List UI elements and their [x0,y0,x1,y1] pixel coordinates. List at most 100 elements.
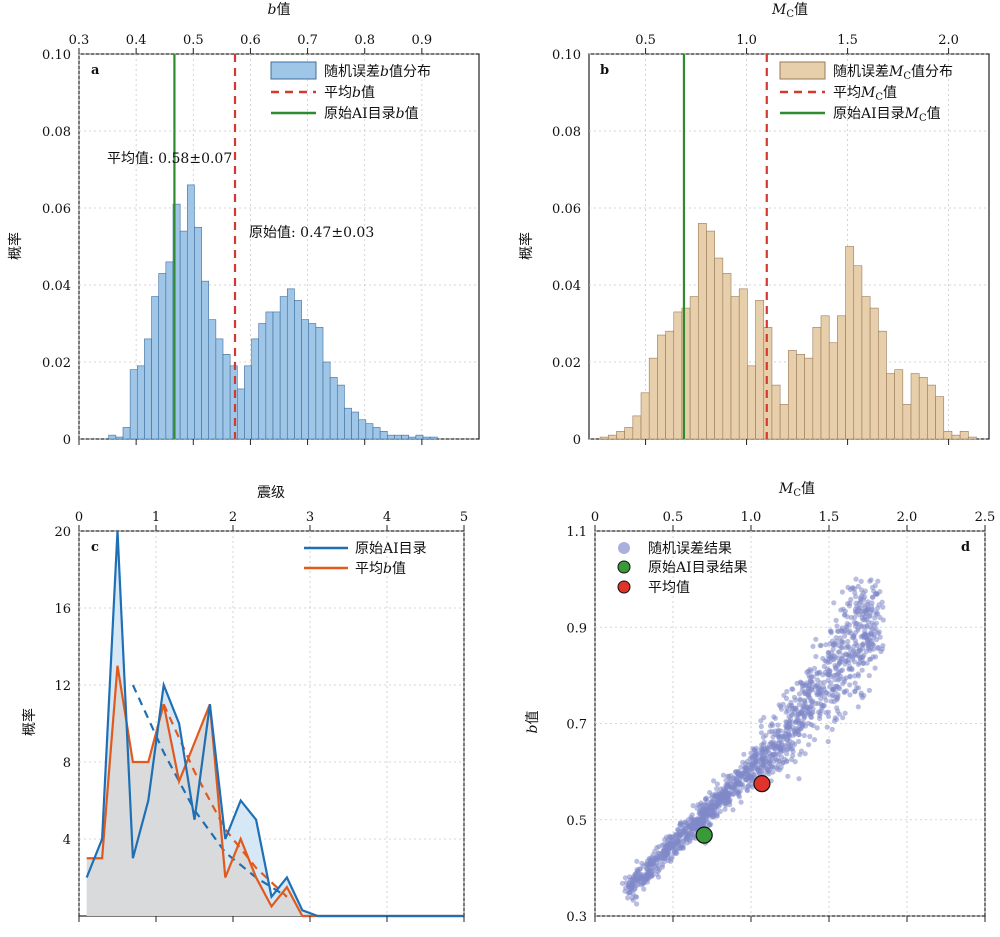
scatter-point [813,636,819,642]
scatter-point [879,646,885,652]
scatter-point [802,751,808,757]
scatter-point [783,719,789,725]
hist-bar [215,338,224,440]
scatter-point [848,652,854,658]
scatter-point [860,654,866,660]
hist-bar [258,323,267,440]
hist-bar [722,273,732,440]
scatter-point [681,838,687,844]
scatter-point [877,634,883,640]
scatter-point [783,732,789,738]
x-tick-label: 0.3 [69,33,90,48]
scatter-point [821,703,827,709]
scatter-point [689,812,695,818]
scatter-point [633,874,639,880]
scatter-point [855,661,862,668]
scatter-point [833,672,840,678]
y-tick-label: 0.04 [42,279,71,294]
scatter-point [852,606,859,612]
hist-bar [616,430,625,440]
x-tick-label: 0.6 [240,33,261,48]
hist-bar [244,365,252,440]
scatter-point [776,738,783,744]
hist-bar [301,319,310,440]
scatter-point [758,718,764,724]
hist-bar [208,319,217,440]
scatter-point [834,623,840,629]
scatter-point [810,643,816,650]
scatter-point [811,737,818,743]
scatter-point [846,666,852,672]
scatter-point [766,771,772,777]
scatter-point [743,777,749,783]
scatter-point [804,669,810,675]
scatter-point [707,789,713,796]
scatter-point [840,639,846,646]
hist-bar [151,296,160,440]
scatter-point [868,630,874,637]
x-tick-label: 0 [591,510,599,525]
hist-bar [115,436,124,440]
hist-bar [308,323,317,440]
scatter-point [824,724,830,730]
legend-orig-label: 原始AI目录MC值 [833,106,941,124]
hist-bar [272,311,281,440]
scatter-point [784,688,790,695]
scatter-point [856,612,862,618]
scatter-point [645,872,652,878]
hist-bar [943,430,953,440]
scatter-point [762,755,769,761]
scatter-point [806,705,813,712]
scatter-point [809,699,815,705]
hist-bar [918,377,928,440]
hist-bar [828,342,838,440]
scatter-point [704,809,710,815]
scatter-point [753,748,760,755]
scatter-point [848,596,854,603]
scatter-point [775,722,781,728]
scatter-point [711,778,717,784]
scatter-point [827,641,833,647]
scatter-point [854,685,860,691]
y-tick-label: 12 [54,679,71,694]
y-tick-label: 0.02 [552,356,581,371]
scatter-point [817,690,824,696]
scatter-point [766,760,773,766]
hist-bar [322,361,331,440]
y-tick-label: 0.10 [42,48,71,63]
hist-bar [837,315,846,440]
hist-bar [422,436,431,440]
scatter-point [872,654,879,660]
x-tick-label: 0.4 [126,33,147,48]
scatter-point [730,792,736,798]
scatter-point [743,761,749,767]
scatter-point [851,643,857,650]
x-tick-label: 0.9 [412,33,433,48]
scatter-point [840,652,846,659]
panel-d-label: d [961,540,970,555]
hist-bar [755,300,765,440]
hist-bar [194,226,202,440]
scatter-point [852,614,858,621]
hist-bar [165,261,174,440]
scatter-point [784,759,790,765]
x-tick-label: 2.5 [975,510,996,525]
scatter-point [716,798,722,804]
scatter-point [823,642,829,648]
scatter-point [849,656,856,662]
hist-bar [394,434,402,440]
hist-bar [714,257,724,440]
scatter-point [847,673,853,679]
scatter-point [765,745,771,751]
x-tick-label: 0.5 [663,510,684,525]
scatter-point [872,628,878,634]
scatter-point [802,690,809,697]
scatter-point [761,742,767,748]
scatter-point [823,710,829,716]
scatter-point [876,629,882,635]
scatter-point [841,612,848,618]
scatter-point [869,584,876,591]
scatter-point [793,707,799,713]
panel-b-histogram [599,223,977,440]
scatter-point [847,628,853,634]
